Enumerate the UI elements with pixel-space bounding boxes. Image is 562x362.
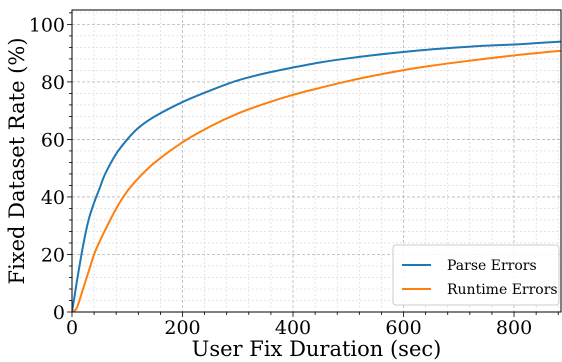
legend-label-0: Parse Errors [447, 258, 537, 274]
x-tick-label: 400 [275, 317, 311, 339]
ticks [67, 12, 559, 317]
y-tick-label: 20 [41, 244, 65, 266]
x-tick-label: 0 [66, 317, 78, 339]
series-line-0 [72, 40, 561, 312]
series-line-1 [72, 49, 561, 312]
x-axis-label: User Fix Duration (sec) [192, 337, 442, 361]
x-tick-label: 800 [496, 317, 532, 339]
y-tick-label: 60 [41, 129, 65, 151]
legend-box [392, 244, 560, 306]
series-layer [72, 40, 561, 312]
tick-labels: 0 200 400 600 800 0 20 40 60 80 100 [29, 14, 532, 339]
x-tick-label: 200 [164, 317, 200, 339]
plot-frame [71, 9, 562, 313]
x-tick-label: 600 [385, 317, 421, 339]
y-tick-label: 100 [29, 14, 65, 36]
y-tick-label: 40 [41, 187, 65, 209]
y-tick-label: 80 [41, 72, 65, 94]
legend: Parse Errors Runtime Errors [392, 244, 560, 306]
y-tick-label: 0 [53, 302, 65, 324]
legend-label-1: Runtime Errors [447, 282, 558, 298]
y-axis-label: Fixed Dataset Rate (%) [5, 37, 29, 284]
